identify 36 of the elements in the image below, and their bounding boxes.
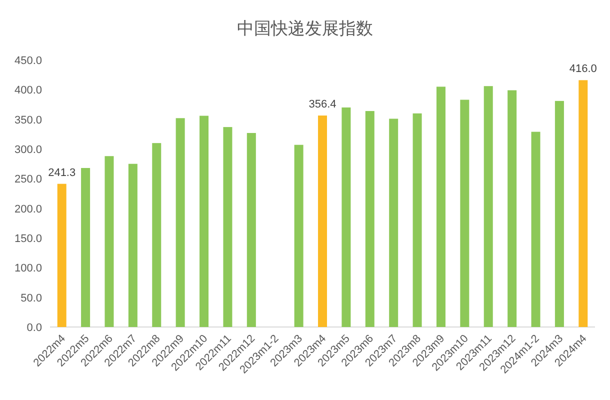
y-tick-label: 150.0 bbox=[14, 233, 42, 245]
data-label: 241.3 bbox=[48, 166, 76, 179]
y-tick-label: 300.0 bbox=[14, 144, 42, 156]
bar bbox=[365, 111, 374, 327]
bar bbox=[460, 100, 470, 327]
y-tick-label: 400.0 bbox=[14, 84, 42, 97]
bar bbox=[578, 80, 588, 327]
bar bbox=[389, 118, 398, 327]
y-tick-label: 0.0 bbox=[26, 322, 42, 334]
bar bbox=[57, 184, 66, 327]
bar bbox=[484, 86, 493, 327]
bar bbox=[318, 116, 327, 327]
bar bbox=[436, 86, 446, 327]
bar bbox=[246, 132, 256, 327]
bar bbox=[554, 100, 564, 327]
bar bbox=[508, 90, 517, 327]
bar bbox=[223, 127, 232, 327]
bar bbox=[342, 107, 351, 327]
bar bbox=[412, 113, 422, 327]
y-tick-label: 250.0 bbox=[14, 174, 42, 186]
bar bbox=[128, 164, 138, 327]
y-tick-label: 100.0 bbox=[14, 262, 42, 275]
bar bbox=[152, 143, 162, 327]
y-tick-label: 450.0 bbox=[14, 55, 42, 67]
y-tick-label: 350.0 bbox=[14, 114, 42, 126]
bar bbox=[176, 118, 185, 327]
bar bbox=[200, 116, 209, 327]
bar bbox=[81, 168, 90, 327]
chart-title: 中国快递发展指数 bbox=[237, 19, 373, 38]
data-label: 356.4 bbox=[308, 98, 336, 111]
bar bbox=[294, 144, 304, 327]
bar bbox=[531, 132, 540, 327]
y-tick-label: 200.0 bbox=[14, 203, 42, 216]
data-label: 416.0 bbox=[569, 63, 597, 76]
bar bbox=[104, 156, 114, 327]
y-tick-label: 50.0 bbox=[20, 292, 42, 304]
